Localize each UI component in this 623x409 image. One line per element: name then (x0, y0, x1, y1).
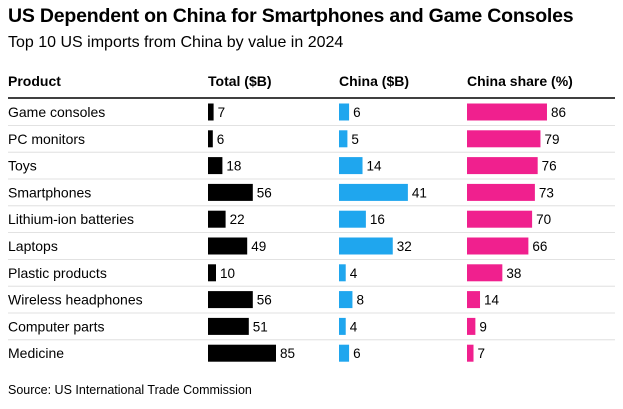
bar-total (208, 210, 226, 228)
data-label: 9 (479, 319, 487, 334)
bar-china (339, 183, 408, 201)
bar-china (339, 130, 348, 148)
data-label: 76 (542, 159, 557, 174)
data-label: 56 (257, 185, 272, 200)
data-label: 85 (280, 346, 295, 361)
data-label: 10 (220, 266, 235, 281)
data-label: 16 (370, 212, 385, 227)
column-headers: Product Total ($B) China ($B) China share (… (8, 73, 573, 89)
bar-share (467, 157, 538, 175)
bar-share (467, 103, 547, 121)
data-label: 4 (350, 319, 358, 334)
bar-share (467, 210, 533, 228)
bar-total (208, 130, 213, 148)
table-row: Game consoles 7 6 86 (8, 103, 615, 126)
bar-share (467, 344, 474, 362)
data-label: 8 (356, 293, 364, 308)
category-label: Laptops (8, 238, 58, 254)
data-label: 32 (397, 239, 412, 254)
table-row: PC monitors 6 5 79 (8, 130, 615, 153)
table-row: Lithium-ion batteries 22 16 70 (8, 210, 615, 234)
bar-total (208, 291, 253, 309)
table-row: Smartphones 56 41 73 (8, 183, 615, 207)
data-label: 14 (367, 159, 383, 174)
data-label: 14 (484, 293, 500, 308)
header-china-share: China share (%) (467, 73, 573, 89)
data-label: 56 (257, 293, 272, 308)
data-label: 18 (226, 159, 241, 174)
bar-total (208, 344, 276, 362)
bar-china (339, 157, 363, 175)
data-label: 22 (230, 212, 245, 227)
bar-share (467, 183, 535, 201)
chart-subtitle: Top 10 US imports from China by value in… (8, 34, 344, 51)
bar-china (339, 317, 346, 335)
data-label: 7 (218, 105, 226, 120)
data-label: 6 (353, 105, 361, 120)
table-row: Toys 18 14 76 (8, 157, 615, 180)
table-row: Wireless headphones 56 8 14 (8, 291, 615, 314)
category-label: Toys (8, 158, 37, 174)
header-product: Product (8, 73, 61, 89)
data-label: 66 (532, 239, 547, 254)
bar-china (339, 103, 350, 121)
data-label: 70 (536, 212, 551, 227)
bar-china (339, 291, 353, 309)
chart-title: US Dependent on China for Smartphones an… (8, 5, 574, 27)
table-row: Computer parts 51 4 9 (8, 317, 615, 341)
data-label: 51 (253, 319, 268, 334)
category-label: Game consoles (8, 104, 105, 120)
bar-china (339, 264, 346, 282)
bar-share (467, 237, 529, 255)
source-note: Source: US International Trade Commissio… (8, 383, 252, 397)
data-label: 6 (217, 132, 225, 147)
data-label: 4 (350, 266, 358, 281)
header-china: China ($B) (339, 73, 409, 89)
data-label: 73 (539, 185, 554, 200)
bar-total (208, 103, 214, 121)
table-row: Laptops 49 32 66 (8, 237, 615, 260)
category-label: Plastic products (8, 265, 107, 281)
data-label: 7 (478, 346, 486, 361)
bar-share (467, 130, 541, 148)
bar-total (208, 183, 253, 201)
bar-share (467, 317, 476, 335)
table-row: Medicine 85 6 7 (8, 344, 486, 362)
data-label: 79 (544, 132, 559, 147)
bar-total (208, 237, 248, 255)
bar-china (339, 344, 350, 362)
category-label: Smartphones (8, 184, 91, 200)
data-label: 38 (506, 266, 521, 281)
bar-total (208, 157, 223, 175)
category-label: Computer parts (8, 318, 104, 334)
bar-total (208, 317, 249, 335)
bar-china (339, 237, 393, 255)
bar-share (467, 291, 481, 309)
data-label: 41 (412, 185, 427, 200)
bar-total (208, 264, 216, 282)
data-label: 5 (351, 132, 359, 147)
data-label: 86 (551, 105, 566, 120)
bar-share (467, 264, 503, 282)
header-total: Total ($B) (208, 73, 272, 89)
bar-china (339, 210, 366, 228)
data-label: 6 (353, 346, 361, 361)
category-label: Wireless headphones (8, 292, 143, 308)
category-label: PC monitors (8, 131, 85, 147)
data-label: 49 (251, 239, 266, 254)
category-label: Medicine (8, 345, 64, 361)
table-row: Plastic products 10 4 38 (8, 264, 615, 287)
category-label: Lithium-ion batteries (8, 211, 134, 227)
